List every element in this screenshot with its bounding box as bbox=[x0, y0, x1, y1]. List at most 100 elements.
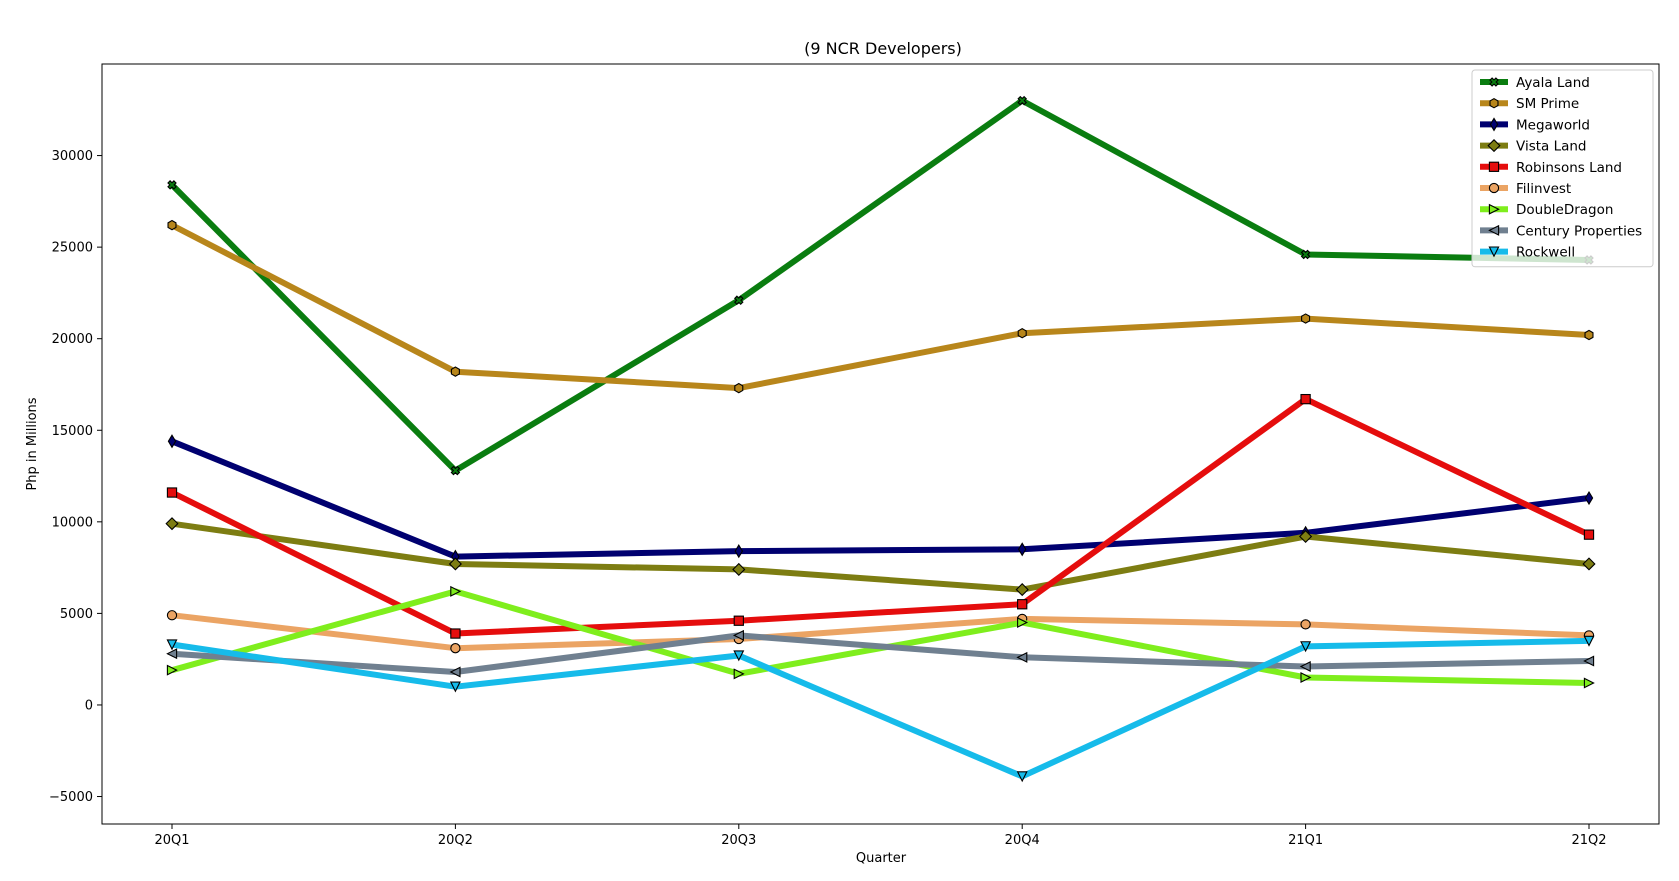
series-line bbox=[169, 97, 1590, 474]
legend-item: Robinsons Land bbox=[1480, 160, 1622, 176]
series-rockwell bbox=[166, 635, 1595, 783]
data-point bbox=[1300, 249, 1311, 260]
series-line bbox=[170, 438, 1590, 560]
legend-marker bbox=[1489, 97, 1499, 109]
legend-label: DoubleDragon bbox=[1516, 202, 1613, 218]
data-point bbox=[166, 610, 178, 621]
data-point bbox=[1583, 529, 1595, 540]
data-point bbox=[1582, 557, 1596, 571]
y-axis-label: Php in Millions bbox=[25, 397, 40, 490]
legend-marker bbox=[1487, 139, 1501, 153]
series-line bbox=[170, 222, 1590, 392]
data-point bbox=[733, 295, 744, 306]
legend-box bbox=[1471, 69, 1654, 268]
data-point bbox=[450, 585, 462, 597]
data-point bbox=[167, 219, 177, 231]
data-point bbox=[734, 382, 744, 394]
data-point bbox=[450, 643, 461, 654]
y-tick-label: 30000 bbox=[52, 149, 93, 164]
legend-label: Megaworld bbox=[1516, 117, 1590, 133]
data-point bbox=[733, 668, 745, 680]
y-tick-label: −5000 bbox=[49, 790, 93, 805]
data-point bbox=[1584, 329, 1594, 341]
data-point bbox=[1300, 393, 1311, 405]
data-point bbox=[166, 648, 178, 660]
series-line bbox=[171, 612, 1590, 652]
data-point bbox=[1017, 617, 1029, 629]
legend-marker bbox=[1488, 182, 1500, 194]
legend-label: Rockwell bbox=[1516, 245, 1575, 261]
data-point bbox=[1300, 619, 1311, 630]
data-point bbox=[1300, 672, 1312, 683]
data-point bbox=[167, 434, 177, 449]
y-tick-label: 0 bbox=[85, 698, 93, 713]
data-point bbox=[734, 544, 744, 559]
legend-item: Ayala Land bbox=[1480, 75, 1590, 91]
x-axis: 20Q1 20Q2 20Q3 20Q4 21Q1 21Q2 bbox=[154, 824, 1607, 848]
data-point bbox=[449, 681, 461, 693]
data-point bbox=[1583, 635, 1595, 647]
data-point bbox=[733, 650, 745, 662]
data-point bbox=[1299, 529, 1313, 544]
legend-item: Century Properties bbox=[1480, 223, 1642, 239]
legend-item: Rockwell bbox=[1480, 245, 1575, 261]
x-tick-label: 21Q1 bbox=[1288, 833, 1323, 848]
legend-item: Filinvest bbox=[1480, 181, 1571, 197]
legend-marker bbox=[1489, 77, 1499, 87]
data-point bbox=[450, 465, 461, 476]
legend-label: Century Properties bbox=[1516, 223, 1642, 239]
data-point bbox=[1017, 95, 1028, 106]
series-line bbox=[171, 637, 1590, 780]
series-ayala-land bbox=[167, 95, 1594, 476]
legend-marker bbox=[1488, 224, 1500, 236]
y-axis: −5000 0 5000 10000 15000 20000 25000 30000 bbox=[49, 149, 102, 805]
data-point bbox=[448, 557, 462, 571]
data-point bbox=[450, 366, 460, 377]
plot-series bbox=[165, 95, 1596, 783]
legend-label: Filinvest bbox=[1516, 181, 1571, 197]
data-point bbox=[166, 664, 178, 676]
series-line bbox=[170, 396, 1591, 637]
x-axis-label: Quarter bbox=[856, 851, 907, 866]
legend-item: SM Prime bbox=[1480, 96, 1579, 112]
legend-label: Vista Land bbox=[1516, 139, 1587, 155]
legend-item: Vista Land bbox=[1480, 139, 1587, 155]
data-point bbox=[166, 639, 178, 651]
legend-marker bbox=[1488, 161, 1500, 172]
legend: Ayala Land SM Prime Megaworld Vista Land Rob… bbox=[1471, 69, 1654, 268]
data-point bbox=[449, 666, 461, 678]
data-point bbox=[1583, 677, 1595, 689]
x-tick-label: 21Q2 bbox=[1571, 833, 1606, 848]
y-tick-label: 25000 bbox=[52, 241, 93, 256]
legend-item: DoubleDragon bbox=[1480, 202, 1613, 218]
legend-marker bbox=[1489, 117, 1499, 132]
data-point bbox=[1017, 542, 1027, 557]
data-point bbox=[1583, 655, 1595, 667]
data-point bbox=[1016, 771, 1028, 783]
x-tick-label: 20Q2 bbox=[438, 833, 473, 848]
data-point bbox=[1299, 661, 1311, 672]
data-point bbox=[1017, 327, 1027, 339]
y-tick-label: 20000 bbox=[52, 332, 93, 347]
series-vista-land bbox=[165, 517, 1596, 597]
data-point bbox=[1017, 599, 1028, 610]
legend-label: Robinsons Land bbox=[1516, 160, 1622, 176]
plot-frame bbox=[101, 63, 1660, 825]
y-tick-label: 5000 bbox=[60, 607, 93, 622]
data-point bbox=[1015, 583, 1029, 597]
data-point bbox=[1016, 651, 1028, 663]
data-point bbox=[165, 517, 179, 531]
chart-title: (9 NCR Developers) bbox=[804, 39, 962, 58]
series-robinsons-land bbox=[166, 393, 1595, 639]
x-tick-label: 20Q1 bbox=[154, 833, 189, 848]
series-century-properties bbox=[166, 629, 1595, 678]
data-point bbox=[732, 629, 744, 641]
data-point bbox=[732, 562, 746, 577]
x-tick-label: 20Q4 bbox=[1005, 833, 1040, 848]
x-tick-label: 20Q3 bbox=[721, 833, 756, 848]
data-point bbox=[450, 628, 461, 639]
data-point bbox=[166, 487, 178, 498]
legend-marker bbox=[1488, 203, 1500, 215]
data-point bbox=[1584, 490, 1594, 506]
